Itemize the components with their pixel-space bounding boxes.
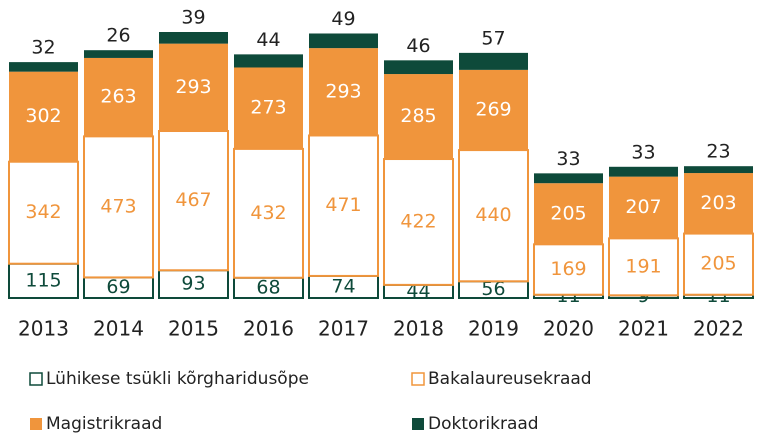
bar-segment	[458, 149, 529, 283]
data-label: 432	[250, 202, 286, 224]
bar-segment	[309, 48, 378, 136]
data-label: 191	[625, 255, 661, 277]
bar-segment	[84, 57, 153, 137]
data-label: 44	[256, 29, 280, 51]
x-tick-label: 2014	[93, 317, 144, 341]
data-label: 422	[400, 210, 436, 232]
data-label: 285	[400, 105, 436, 127]
bar-segment	[9, 71, 78, 162]
x-tick-label: 2019	[468, 317, 519, 341]
bar-segment	[683, 232, 754, 296]
bar-segment	[309, 33, 378, 49]
data-label: 32	[31, 37, 55, 59]
legend-label: Lühikese tsükli kõrgharidusõpe	[46, 369, 309, 389]
data-label: 33	[631, 141, 655, 163]
data-label: 69	[106, 276, 130, 298]
data-label: 205	[700, 253, 736, 275]
x-tick-label: 2020	[543, 317, 594, 341]
x-tick-label: 2015	[168, 317, 219, 341]
x-tick-label: 2013	[18, 317, 69, 341]
x-tick-label: 2022	[693, 317, 744, 341]
bar-segment	[384, 60, 453, 75]
legend-label: Magistrikraad	[46, 414, 162, 434]
x-tick-label: 2021	[618, 317, 669, 341]
data-label: 39	[181, 7, 205, 29]
bar-segment	[384, 74, 453, 160]
data-label: 169	[550, 258, 586, 280]
bar-segment	[159, 32, 228, 44]
data-label: 467	[175, 189, 211, 211]
data-label: 302	[25, 105, 61, 127]
bar-segment	[534, 183, 603, 245]
legend-label: Doktorikraad	[428, 414, 539, 434]
bar-segment	[84, 50, 153, 58]
data-label: 205	[550, 202, 586, 224]
bar-segment	[459, 52, 528, 70]
data-label: 207	[625, 196, 661, 218]
bar-segment	[684, 173, 753, 234]
data-label: 23	[706, 141, 730, 163]
legend-marker	[30, 418, 42, 430]
x-tick-label: 2016	[243, 317, 294, 341]
data-label: 49	[331, 8, 355, 30]
data-label: 56	[481, 278, 505, 300]
data-label: 203	[700, 192, 736, 214]
x-tick-label: 2018	[393, 317, 444, 341]
data-label: 273	[250, 97, 286, 119]
data-label: 293	[175, 76, 211, 98]
bar-segment	[609, 176, 678, 239]
bar-segment	[83, 135, 154, 279]
bar-segment	[234, 54, 303, 68]
data-label: 473	[100, 195, 136, 217]
bar-segment	[684, 166, 753, 174]
bar-segment	[459, 69, 528, 151]
bar-segment	[159, 43, 228, 132]
bar-segment	[308, 134, 379, 277]
legend-marker	[412, 418, 424, 430]
bar-segment	[534, 173, 603, 184]
data-label: 26	[106, 25, 130, 47]
bar-segment	[8, 160, 79, 265]
data-label: 46	[406, 35, 430, 57]
bar-segment	[9, 62, 78, 72]
bar-segment	[383, 158, 454, 286]
bar-segment	[233, 147, 304, 279]
data-label: 263	[100, 86, 136, 108]
data-label: 342	[25, 201, 61, 223]
data-label: 440	[475, 204, 511, 226]
legend-label: Bakalaureusekraad	[428, 369, 592, 389]
data-label: 74	[331, 275, 355, 297]
x-tick-label: 2017	[318, 317, 369, 341]
bar-segment	[158, 269, 229, 299]
legend-marker	[29, 372, 43, 386]
data-label: 57	[481, 27, 505, 49]
data-label: 293	[325, 80, 361, 102]
data-label: 115	[25, 269, 61, 291]
data-label: 68	[256, 276, 280, 298]
data-label: 471	[325, 194, 361, 216]
bar-segment	[8, 262, 79, 299]
bar-segment	[234, 67, 303, 149]
legend-marker	[411, 372, 425, 386]
bar-segment	[533, 243, 604, 296]
data-label: 33	[556, 148, 580, 170]
bar-segment	[609, 166, 678, 177]
data-label: 269	[475, 98, 511, 120]
data-label: 93	[181, 273, 205, 295]
